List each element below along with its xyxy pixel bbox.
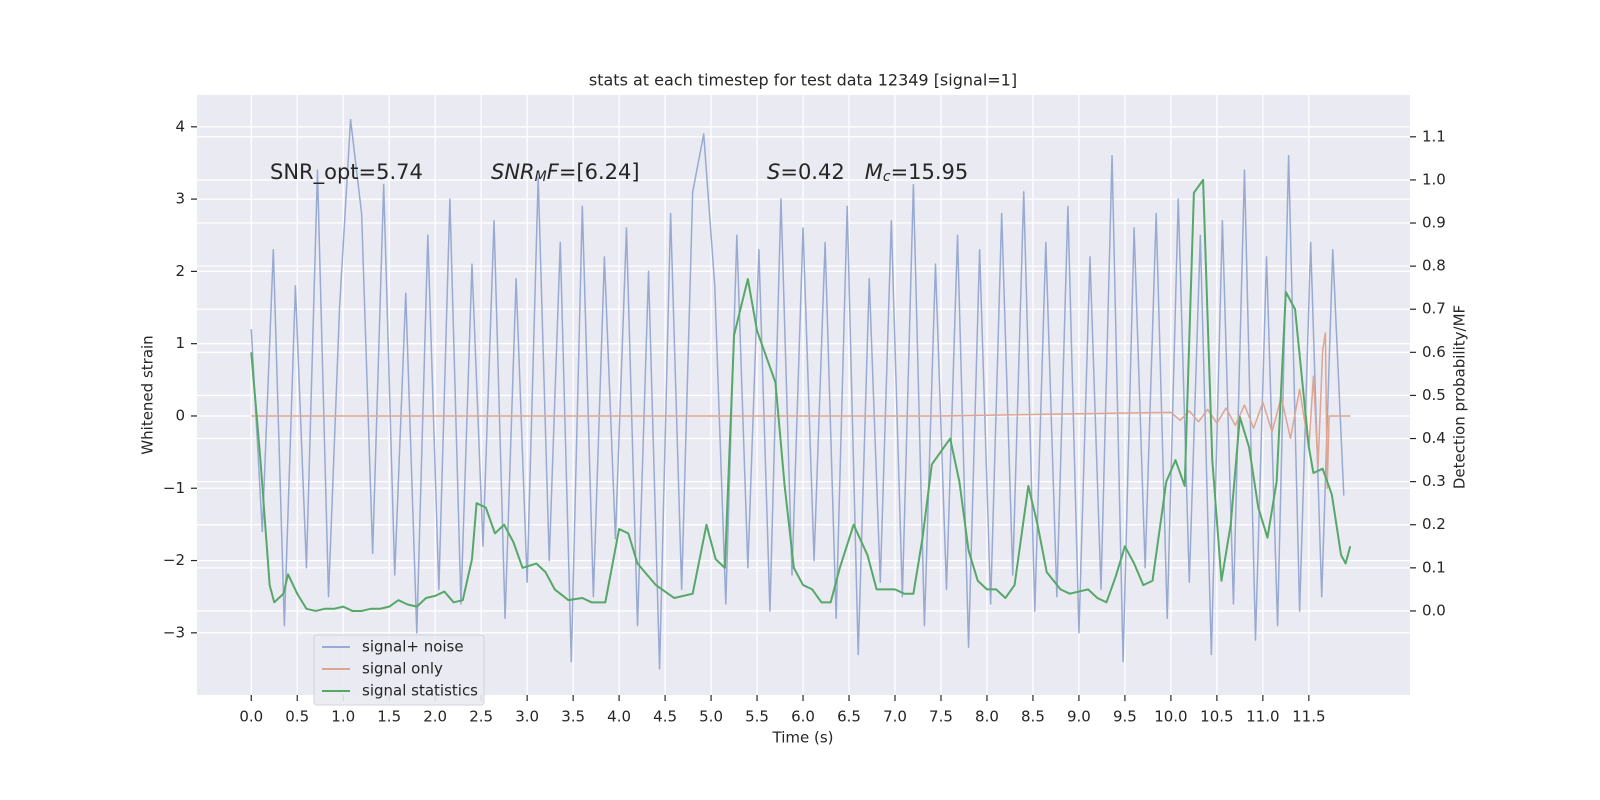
annotation-part: =15.95 xyxy=(891,160,969,184)
annotation: SNR_opt=5.74 xyxy=(270,160,423,185)
y2-tick-label: 0.8 xyxy=(1422,257,1446,275)
y2-tick-label: 1.1 xyxy=(1422,127,1446,145)
x-tick-label: 4.0 xyxy=(607,708,631,726)
x-tick-label: 2.5 xyxy=(469,708,493,726)
y-tick-label: 1 xyxy=(175,334,185,352)
legend: signal+ noise signal only signal statistic… xyxy=(313,634,485,706)
annotation: S=0.42 Mc=15.95 xyxy=(767,160,968,185)
annotation-part: F xyxy=(547,160,560,184)
x-tick-label: 8.5 xyxy=(1021,708,1045,726)
x-tick-label: 7.5 xyxy=(929,708,953,726)
x-tick-label: 6.5 xyxy=(837,708,861,726)
x-tick-label: 3.5 xyxy=(561,708,585,726)
y-tick-label: −2 xyxy=(163,551,185,569)
y2-tick-label: 1.0 xyxy=(1422,170,1446,188)
x-tick-label: 2.0 xyxy=(423,708,447,726)
y-tick-label: 2 xyxy=(175,262,185,280)
x-tick-label: 10.5 xyxy=(1200,708,1233,726)
series-line xyxy=(250,118,1345,670)
y-tick-label: 4 xyxy=(175,117,185,135)
x-tick-label: 0.5 xyxy=(285,708,309,726)
legend-label: signal statistics xyxy=(362,682,478,700)
x-tick-label: 3.0 xyxy=(515,708,539,726)
y2-tick-label: 0.2 xyxy=(1422,515,1446,533)
x-tick-label: 9.5 xyxy=(1113,708,1137,726)
annotation-part: M xyxy=(865,160,883,184)
legend-label: signal only xyxy=(362,660,443,678)
y-tick-label: −1 xyxy=(163,479,185,497)
x-tick-label: 0.0 xyxy=(239,708,263,726)
annotation-part: SNR xyxy=(491,160,535,184)
x-tick-label: 10.0 xyxy=(1154,708,1187,726)
x-tick-label: 6.0 xyxy=(791,708,815,726)
legend-box xyxy=(313,634,485,706)
x-tick-label: 7.0 xyxy=(883,708,907,726)
y2-tick-label: 0.4 xyxy=(1422,429,1446,447)
x-tick-label: 8.0 xyxy=(975,708,999,726)
series-line xyxy=(250,178,1352,612)
y2-axis-label: Detection probability/MF xyxy=(1451,305,1469,489)
x-tick-label: 9.0 xyxy=(1067,708,1091,726)
y-axis-label: Whitened strain xyxy=(139,335,157,454)
y-tick-label: 3 xyxy=(175,190,185,208)
x-tick-label: 5.0 xyxy=(699,708,723,726)
annotation-part: M xyxy=(535,169,547,185)
series-line xyxy=(251,332,1351,489)
x-tick-label: 11.0 xyxy=(1246,708,1279,726)
y2-tick-label: 0.3 xyxy=(1422,472,1446,490)
y2-tick-label: 0.0 xyxy=(1422,601,1446,619)
x-tick-label: 1.0 xyxy=(331,708,355,726)
annotation-part: SNR_opt=5.74 xyxy=(270,160,423,185)
marks xyxy=(250,118,1352,670)
annotation-part: =0.42 xyxy=(780,160,864,184)
y2-tick-label: 0.5 xyxy=(1422,386,1446,404)
x-tick-label: 5.5 xyxy=(745,708,769,726)
legend-label: signal+ noise xyxy=(362,638,464,656)
annotation-part: c xyxy=(883,169,891,185)
y-tick-label: −3 xyxy=(163,623,185,641)
annotation-part: =[6.24] xyxy=(559,160,640,184)
y-tick-label: 0 xyxy=(175,406,185,424)
x-axis-label: Time (s) xyxy=(772,729,834,747)
x-tick-label: 11.5 xyxy=(1292,708,1325,726)
x-tick-label: 1.5 xyxy=(377,708,401,726)
chart-title: stats at each timestep for test data 123… xyxy=(589,71,1017,90)
y2-tick-label: 0.9 xyxy=(1422,214,1446,232)
labels: 0.0 0.5 1.0 1.5 2.0 2.5 3.0 3.5 4.0 4.5 5.0 5.5 6.0 6… xyxy=(163,117,1446,725)
annotation: SNRMF=[6.24] xyxy=(491,160,640,185)
y2-tick-label: 0.1 xyxy=(1422,558,1446,576)
y2-tick-label: 0.7 xyxy=(1422,300,1446,318)
x-tick-label: 4.5 xyxy=(653,708,677,726)
annotation-part: S xyxy=(767,160,780,184)
y2-tick-label: 0.6 xyxy=(1422,343,1446,361)
